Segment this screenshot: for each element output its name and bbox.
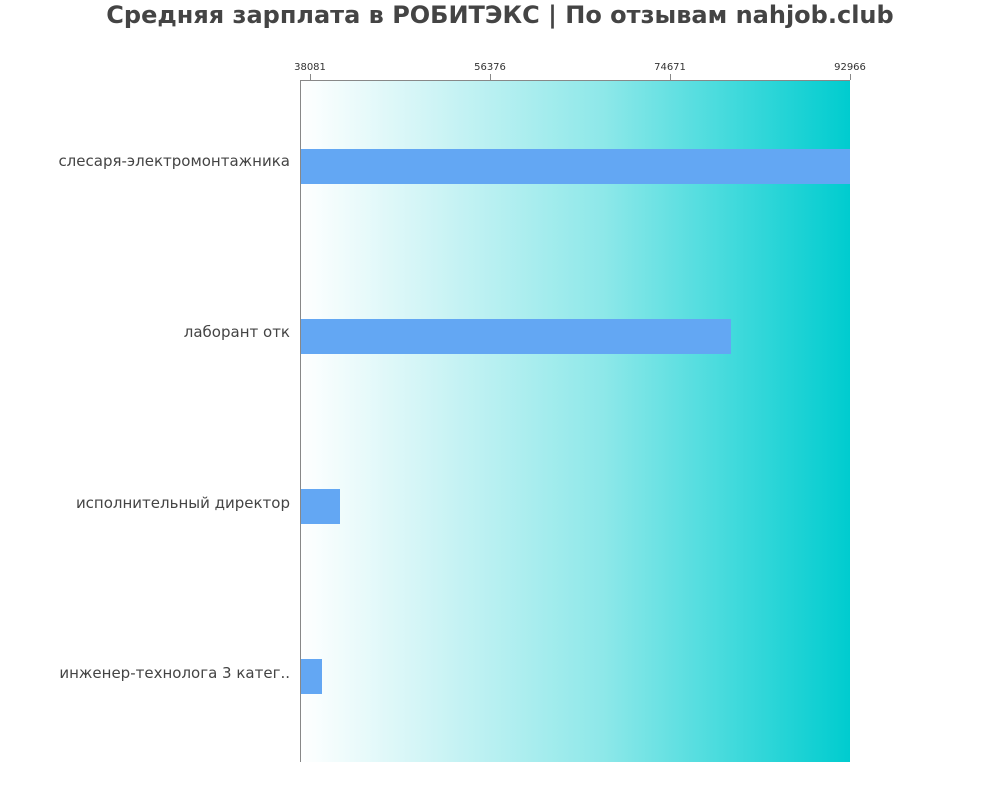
category-label: инженер-технолога 3 катег.. [59,664,290,682]
x-tick-label: 56376 [474,62,506,73]
bar [301,489,341,524]
category-label: лаборант отк [183,323,290,341]
x-tick [490,74,491,80]
x-tick [670,74,671,80]
plot-area [300,80,850,762]
x-tick-label: 92966 [834,62,866,73]
x-tick [310,74,311,80]
x-tick-label: 38081 [294,62,326,73]
x-axis-line [300,80,850,81]
bar [301,319,732,354]
y-axis-line [300,80,301,762]
chart-title: Средняя зарплата в РОБИТЭКС | По отзывам… [106,1,894,29]
x-tick [850,74,851,80]
category-label: исполнительный директор [75,494,290,512]
category-label: слесаря-электромонтажника [58,152,290,170]
x-tick-label: 74671 [654,62,686,73]
bar [301,149,850,184]
bar [301,659,323,694]
